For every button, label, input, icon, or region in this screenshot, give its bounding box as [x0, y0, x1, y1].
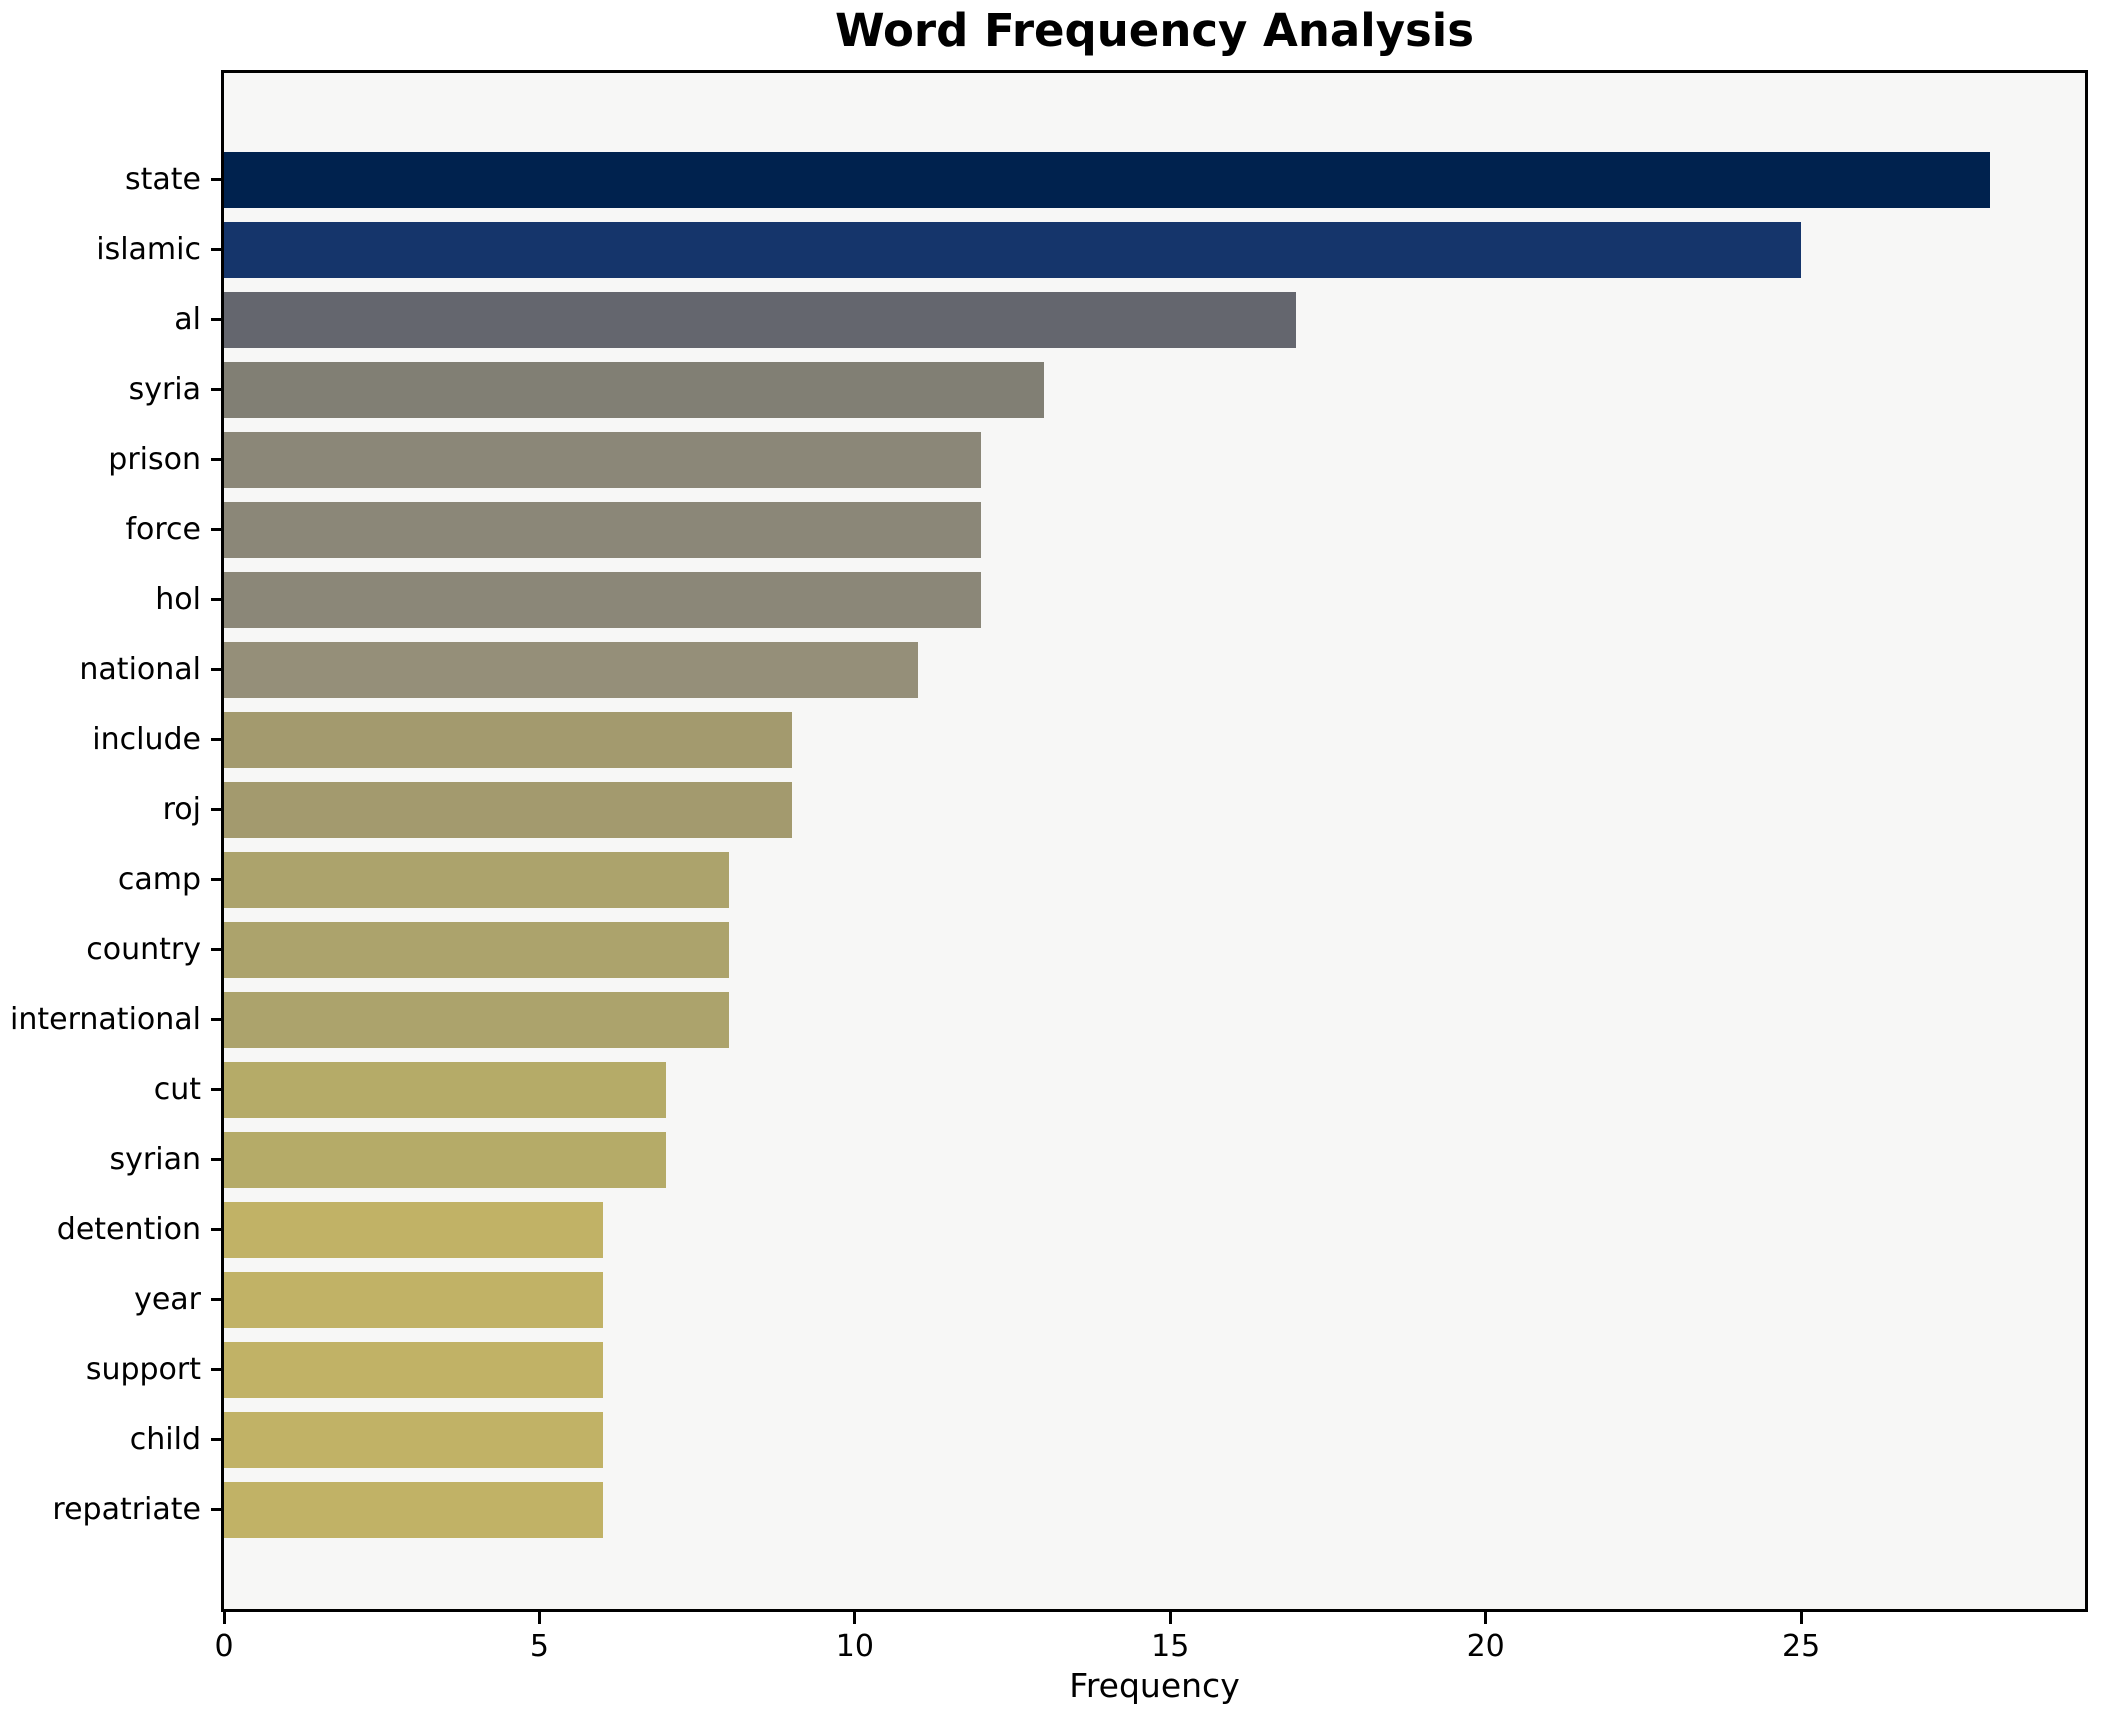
- y-tick-mark: [211, 1228, 221, 1231]
- y-tick-label-syrian: syrian: [109, 1142, 201, 1177]
- y-tick-label-camp: camp: [117, 862, 201, 897]
- y-tick-label-country: country: [86, 932, 201, 967]
- y-tick-mark: [211, 738, 221, 741]
- y-tick-mark: [211, 178, 221, 181]
- y-tick-mark: [211, 878, 221, 881]
- x-tick-label: 15: [1151, 1629, 1190, 1664]
- bar-al: [224, 292, 1297, 348]
- y-tick-label-repatriate: repatriate: [52, 1492, 201, 1527]
- bar-force: [224, 502, 982, 558]
- x-tick-mark: [1799, 1612, 1803, 1624]
- y-tick-label-year: year: [134, 1282, 201, 1317]
- y-tick-mark: [211, 1088, 221, 1091]
- y-tick-mark: [211, 388, 221, 391]
- x-tick-label: 0: [214, 1629, 234, 1664]
- y-tick-label-islamic: islamic: [96, 232, 201, 267]
- bar-detention: [224, 1202, 603, 1258]
- bar-cut: [224, 1062, 666, 1118]
- bar-child: [224, 1412, 603, 1468]
- y-tick-label-international: international: [10, 1002, 201, 1037]
- y-tick-label-include: include: [92, 722, 201, 757]
- y-tick-label-cut: cut: [153, 1072, 201, 1107]
- bar-islamic: [224, 222, 1802, 278]
- y-tick-label-syria: syria: [128, 372, 201, 407]
- y-tick-mark: [211, 948, 221, 951]
- y-tick-mark: [211, 248, 221, 251]
- y-tick-mark: [211, 528, 221, 531]
- bar-repatriate: [224, 1482, 603, 1538]
- y-tick-label-support: support: [85, 1352, 201, 1387]
- bar-prison: [224, 432, 982, 488]
- y-tick-label-al: al: [174, 302, 201, 337]
- bar-country: [224, 922, 729, 978]
- y-tick-mark: [211, 598, 221, 601]
- x-tick-label: 5: [529, 1629, 549, 1664]
- bar-national: [224, 642, 918, 698]
- x-tick-label: 10: [835, 1629, 874, 1664]
- y-tick-mark: [211, 808, 221, 811]
- x-axis-label: Frequency: [1069, 1666, 1240, 1705]
- y-tick-mark: [211, 318, 221, 321]
- x-tick-label: 20: [1466, 1629, 1505, 1664]
- bar-support: [224, 1342, 603, 1398]
- y-tick-label-hol: hol: [155, 582, 201, 617]
- bar-syria: [224, 362, 1045, 418]
- y-tick-label-child: child: [129, 1422, 201, 1457]
- x-tick-mark: [853, 1612, 857, 1624]
- bar-state: [224, 152, 1991, 208]
- bar-hol: [224, 572, 982, 628]
- y-tick-label-state: state: [125, 162, 201, 197]
- bar-syrian: [224, 1132, 666, 1188]
- y-tick-mark: [211, 1158, 221, 1161]
- y-tick-mark: [211, 1018, 221, 1021]
- bar-international: [224, 992, 729, 1048]
- x-tick-mark: [222, 1612, 226, 1624]
- x-tick-mark: [537, 1612, 541, 1624]
- y-tick-label-detention: detention: [56, 1212, 201, 1247]
- y-tick-label-prison: prison: [108, 442, 201, 477]
- y-tick-mark: [211, 458, 221, 461]
- bar-roj: [224, 782, 792, 838]
- chart-title: Word Frequency Analysis: [834, 4, 1475, 57]
- y-tick-mark: [211, 1508, 221, 1511]
- y-tick-label-national: national: [79, 652, 201, 687]
- y-tick-mark: [211, 668, 221, 671]
- bar-include: [224, 712, 792, 768]
- x-tick-mark: [1484, 1612, 1488, 1624]
- x-tick-mark: [1168, 1612, 1172, 1624]
- y-tick-mark: [211, 1368, 221, 1371]
- y-tick-mark: [211, 1298, 221, 1301]
- y-tick-label-force: force: [125, 512, 201, 547]
- x-tick-label: 25: [1782, 1629, 1821, 1664]
- y-tick-label-roj: roj: [162, 792, 201, 827]
- bar-camp: [224, 852, 729, 908]
- bar-year: [224, 1272, 603, 1328]
- y-tick-mark: [211, 1438, 221, 1441]
- plot-area: state islamic al syria prison force hol nationa…: [10, 70, 2088, 1664]
